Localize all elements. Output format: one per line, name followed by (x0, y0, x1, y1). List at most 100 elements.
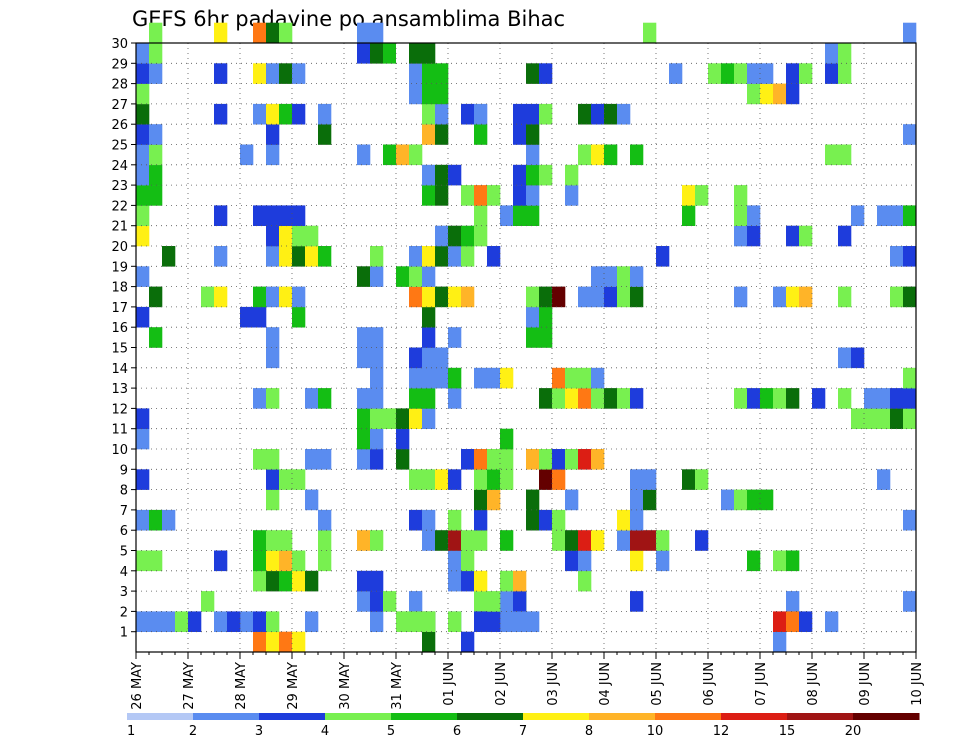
heatmap-cell (630, 266, 644, 287)
heatmap-cell (903, 591, 917, 612)
heatmap-cell (773, 286, 787, 308)
heatmap-cell (786, 388, 800, 409)
heatmap-cell (890, 286, 904, 308)
heatmap-cell (357, 428, 371, 450)
heatmap-cell (604, 266, 618, 287)
heatmap-cell (149, 327, 163, 348)
heatmap-cell (149, 550, 163, 572)
heatmap-cell (695, 185, 709, 206)
heatmap-cell (305, 489, 319, 511)
heatmap-cell (474, 591, 488, 612)
heatmap-cell (500, 205, 514, 226)
heatmap-cell (214, 550, 228, 572)
heatmap-cell (578, 530, 592, 551)
heatmap-cell (422, 388, 436, 409)
legend-swatch (853, 713, 920, 720)
y-tick-label: 10 (111, 443, 128, 458)
heatmap-cell (643, 469, 657, 490)
heatmap-cell (487, 469, 501, 490)
y-tick-label: 23 (111, 179, 128, 194)
heatmap-cell (526, 103, 540, 125)
x-axis: 26 MAY 27 MAY 28 MAY 29 MAY 30 MAY 31 MAY 01 J… (130, 652, 925, 710)
heatmap-cell (266, 327, 280, 348)
heatmap-cell (266, 286, 280, 308)
heatmap-cell (136, 205, 150, 226)
heatmap-cell (370, 367, 384, 389)
heatmap-cell (279, 246, 293, 267)
heatmap-cell (253, 205, 267, 226)
heatmap-cell (409, 63, 423, 84)
heatmap-cell (747, 205, 761, 226)
heatmap-cell (370, 591, 384, 612)
heatmap-cell (734, 489, 748, 511)
heatmap-cell (214, 246, 228, 267)
legend-swatch (127, 713, 194, 720)
heatmap-cell (422, 530, 436, 551)
legend-label: 10 (647, 724, 664, 739)
heatmap-cell (461, 185, 475, 206)
heatmap-cell (903, 124, 917, 145)
heatmap-cell (357, 22, 371, 44)
heatmap-cell (370, 611, 384, 632)
heatmap-cell (539, 164, 553, 186)
heatmap-cell (604, 286, 618, 308)
heatmap-cell (552, 286, 566, 308)
x-tick-label: 03 JUN (546, 662, 561, 706)
heatmap-cell (279, 469, 293, 490)
heatmap-cell (526, 205, 540, 226)
heatmap-cell (851, 408, 865, 429)
x-tick-label: 08 JUN (806, 662, 821, 706)
heatmap-cell (773, 83, 787, 105)
heatmap-cell (539, 509, 553, 531)
heatmap-cell (695, 530, 709, 551)
heatmap-cell (552, 509, 566, 531)
heatmap-cell (565, 185, 579, 206)
heatmap-cell (448, 164, 462, 186)
heatmap-cell (240, 611, 254, 632)
legend-label: 8 (585, 724, 593, 739)
heatmap-cell (877, 408, 891, 429)
heatmap-cell (786, 550, 800, 572)
heatmap-cell (448, 530, 462, 551)
heatmap-cell (357, 144, 371, 166)
y-tick-label: 12 (111, 402, 128, 417)
heatmap-cell (708, 63, 722, 84)
heatmap-cell (162, 611, 176, 632)
heatmap-cell (214, 103, 228, 125)
heatmap-cell (565, 367, 579, 389)
heatmap-cell (409, 286, 423, 308)
y-tick-label: 26 (111, 118, 128, 133)
heatmap-cell (864, 408, 878, 429)
heatmap-cell (266, 388, 280, 409)
legend-swatch (589, 713, 656, 720)
heatmap-cell (630, 591, 644, 612)
heatmap-cell (357, 388, 371, 409)
heatmap-cell (409, 367, 423, 389)
heatmap-cell (422, 286, 436, 308)
heatmap-cell (513, 164, 527, 186)
heatmap-cell (422, 43, 436, 64)
heatmap-cell (617, 266, 631, 287)
heatmap-cell (435, 103, 449, 125)
heatmap-cell (136, 408, 150, 429)
heatmap-cell (435, 347, 449, 369)
heatmap-cell (370, 530, 384, 551)
legend-swatch (457, 713, 524, 720)
heatmap-cell (565, 489, 579, 511)
heatmap-cell (734, 63, 748, 84)
y-tick-label: 25 (111, 139, 128, 154)
heatmap-cell (175, 611, 189, 632)
heatmap-cell (773, 388, 787, 409)
heatmap-cell (552, 469, 566, 490)
heatmap-cell (734, 286, 748, 308)
heatmap-cell (539, 469, 553, 490)
heatmap-cell (162, 509, 176, 531)
heatmap-cell (799, 225, 813, 247)
heatmap-cell (370, 266, 384, 287)
heatmap-cell (305, 388, 319, 409)
heatmap-cell (149, 509, 163, 531)
heatmap-cell (149, 22, 163, 44)
heatmap-cell (513, 591, 527, 612)
heatmap-cell (747, 388, 761, 409)
